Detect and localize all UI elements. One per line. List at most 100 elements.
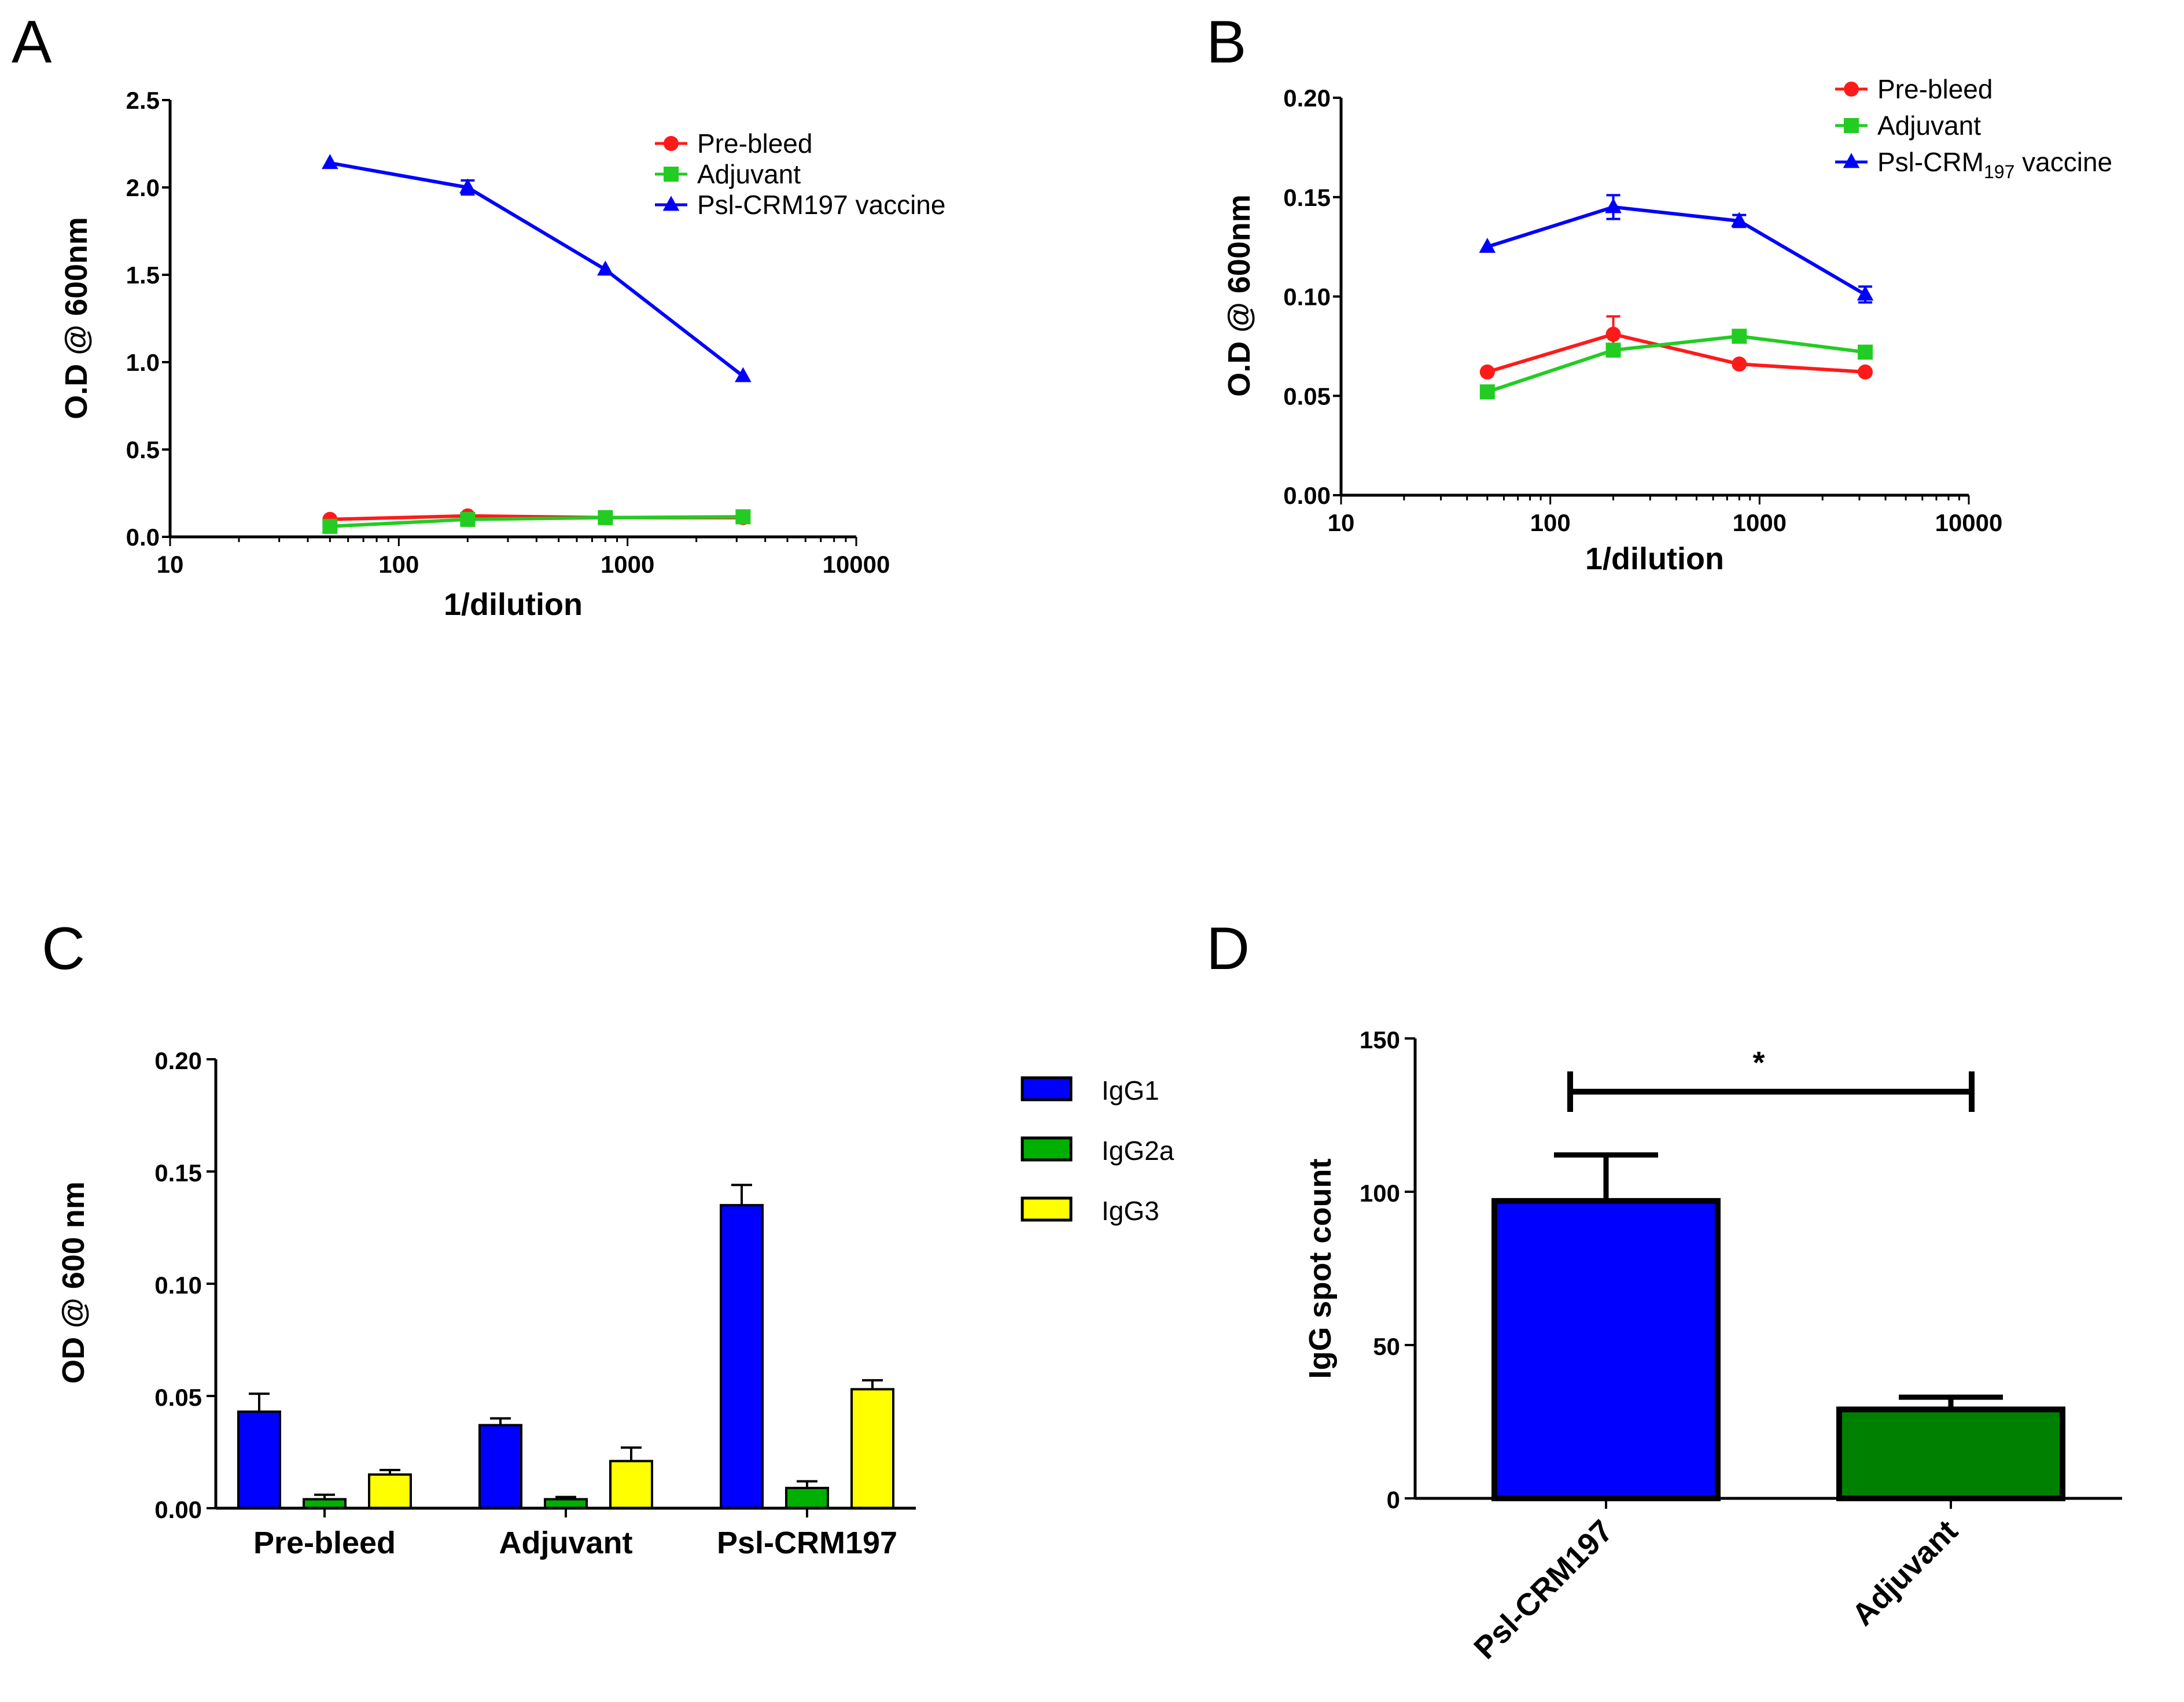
x-tick-label: 100 [1530, 509, 1571, 536]
x-tick-label: Adjuvant [1846, 1513, 1965, 1633]
panel-letter-b: B [1206, 9, 1246, 76]
series-line-0 [1486, 332, 1866, 374]
y-tick-label: 0.10 [1283, 283, 1331, 311]
x-tick-label: 1000 [1733, 509, 1787, 536]
x-axis-label: 1/dilution [444, 587, 583, 622]
legend-marker [662, 196, 680, 211]
y-tick-label: 0.20 [154, 1047, 202, 1074]
y-tick-label: 0.20 [1283, 84, 1331, 112]
panel-letter-a: A [12, 9, 52, 76]
legend-label: IgG3 [1102, 1196, 1159, 1226]
bar-igg2a [785, 1487, 829, 1510]
y-tick-label: 2.0 [126, 174, 160, 201]
data-point [597, 260, 614, 276]
data-point [1732, 356, 1747, 372]
series-line-1 [330, 515, 743, 528]
legend-label-part: vaccine [2014, 147, 2112, 177]
bar-igg1 [237, 1410, 281, 1509]
legend-label: IgG2a [1102, 1136, 1174, 1166]
y-tick-label: 1.5 [126, 261, 160, 289]
y-tick-label: 150 [1360, 1026, 1400, 1053]
data-point [1479, 364, 1495, 380]
y-axis-label: OD @ 600 nm [56, 1181, 91, 1384]
y-tick-label: 0.15 [154, 1159, 202, 1187]
data-point [1857, 285, 1874, 301]
x-tick-label: 10 [1328, 509, 1355, 536]
legend-label: Psl-CRM197 vaccine [697, 190, 945, 220]
y-tick-label: 0.05 [1283, 382, 1331, 410]
bar-igg3 [609, 1460, 653, 1510]
bar-igg3 [850, 1388, 894, 1510]
legend-label: IgG1 [1102, 1075, 1159, 1106]
data-point [1479, 238, 1496, 253]
data-point [460, 511, 476, 527]
legend-label: Adjuvant [1877, 110, 1981, 141]
data-point [322, 154, 338, 170]
data-point [1732, 329, 1747, 344]
data-point [1605, 198, 1622, 213]
panel-letter-c: C [42, 915, 85, 982]
data-point [735, 509, 751, 525]
panel-letter-d: D [1206, 915, 1250, 982]
data-point [322, 518, 338, 534]
bar-psl-crm197 [1491, 1198, 1721, 1501]
data-point [1730, 212, 1748, 227]
x-tick-label: 100 [378, 551, 419, 578]
data-point [1858, 344, 1873, 360]
bar-adjuvant [1836, 1406, 2065, 1502]
bar-igg1 [478, 1424, 522, 1509]
y-axis-label: O.D @ 600nm [1222, 194, 1257, 397]
series-line-2 [329, 161, 745, 378]
data-point [1858, 364, 1873, 380]
x-tick-label: 1000 [601, 551, 654, 578]
x-tick-label: Adjuvant [499, 1526, 632, 1560]
data-point [1605, 326, 1621, 342]
series-line-1 [1486, 334, 1866, 394]
legend-swatch [1021, 1076, 1073, 1101]
legend-label-part: 197 [1984, 161, 2014, 182]
y-tick-label: 0 [1387, 1486, 1400, 1513]
x-tick-label: 10 [157, 551, 184, 578]
y-tick-label: 0.5 [126, 436, 160, 463]
y-tick-label: 0.00 [1283, 482, 1331, 509]
y-tick-label: 0.00 [154, 1496, 202, 1523]
bar-igg3 [368, 1473, 412, 1510]
legend-marker [1844, 118, 1859, 133]
data-point [1479, 384, 1495, 400]
legend-label: Pre-bleed [697, 128, 812, 159]
x-tick-label: 10000 [1935, 509, 2003, 536]
y-axis-label: O.D @ 600nm [59, 217, 94, 419]
legend-label: Psl-CRM197 vaccine [1877, 147, 2112, 182]
y-tick-label: 0.15 [1283, 184, 1331, 211]
y-tick-label: 50 [1373, 1333, 1400, 1360]
series-line-2 [1486, 205, 1866, 296]
y-tick-label: 1.0 [126, 349, 160, 376]
bar-igg1 [720, 1204, 764, 1509]
x-tick-label: Pre-bleed [253, 1526, 396, 1560]
legend-marker [664, 167, 679, 182]
data-point [735, 367, 752, 382]
x-tick-label: 10000 [823, 551, 890, 578]
y-axis-label: IgG spot count [1303, 1159, 1338, 1379]
x-tick-label: Psl-CRM197 [1467, 1513, 1619, 1666]
legend-marker [1844, 82, 1859, 97]
y-tick-label: 0.0 [126, 524, 160, 551]
legend-marker [664, 136, 679, 151]
x-axis-label: 1/dilution [1585, 541, 1724, 576]
legend-marker [1843, 153, 1860, 168]
y-tick-label: 0.05 [154, 1384, 202, 1411]
significance-star: * [1752, 1045, 1765, 1080]
legend-swatch [1021, 1196, 1073, 1222]
y-tick-label: 0.10 [154, 1272, 202, 1299]
data-point [598, 510, 613, 525]
legend-label: Adjuvant [697, 159, 801, 189]
legend-label-part: Psl-CRM [1877, 147, 1984, 177]
x-tick-label: Psl-CRM197 [717, 1526, 897, 1560]
data-point [1605, 342, 1621, 358]
legend-label: Pre-bleed [1877, 74, 1993, 104]
y-tick-label: 100 [1360, 1180, 1400, 1207]
legend-swatch [1021, 1136, 1073, 1162]
data-point [459, 178, 476, 194]
y-tick-label: 2.5 [126, 87, 160, 114]
